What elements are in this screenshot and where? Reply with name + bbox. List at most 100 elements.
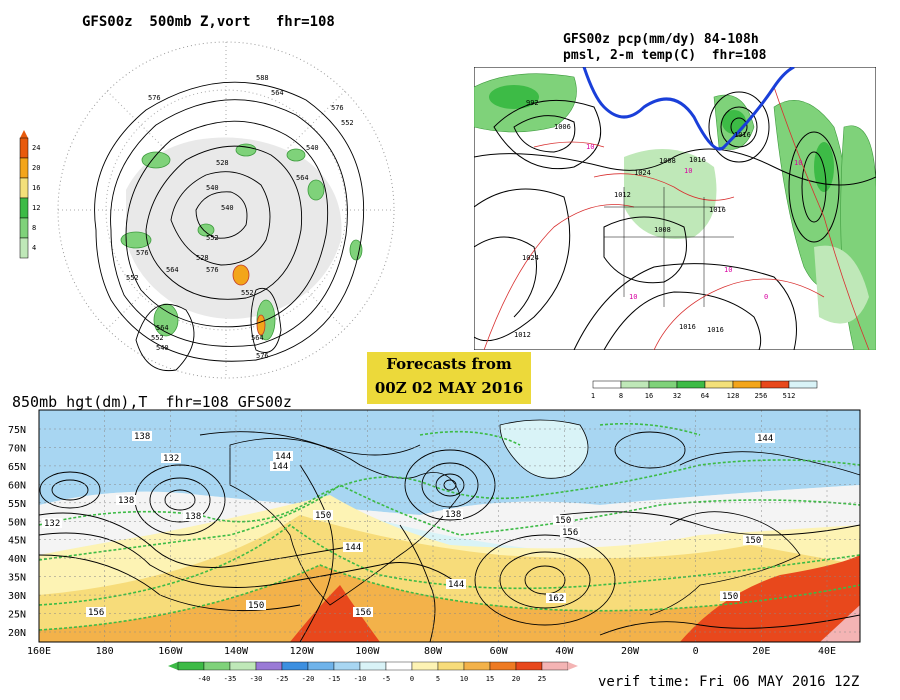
main-height-label: 132 [163, 454, 179, 464]
main-lon-label: 20W [621, 646, 640, 657]
precip-isobar-label: 1016 [689, 156, 706, 164]
main-lon-label: 60W [490, 646, 509, 657]
main-height-label: 156 [562, 528, 578, 538]
precip-temp-label: 0 [764, 293, 768, 301]
polar-cbar-cell [19, 217, 29, 239]
polar-contour-label: 576 [256, 352, 269, 360]
precip-isobar-label: 1024 [634, 169, 651, 177]
main-height-label: 150 [745, 536, 761, 546]
verif-time: verif time: Fri 06 MAY 2016 12Z [598, 674, 860, 690]
main-cbar-cell [229, 661, 257, 671]
precip-cbar-tick: 256 [755, 392, 768, 400]
polar-contour-label: 576 [136, 249, 149, 257]
main-lat-label: 65N [8, 462, 26, 473]
main-cbar-cell [177, 661, 205, 671]
precip-isobar-label: 1016 [679, 323, 696, 331]
polar-cbar-tick: 12 [32, 204, 40, 212]
main-lat-label: 30N [8, 591, 26, 602]
polar-contour-label: 576 [148, 94, 161, 102]
precip-isobar-label: 1006 [554, 123, 571, 131]
polar-cbar-tick: 16 [32, 184, 40, 192]
main-height-label: 150 [248, 601, 264, 611]
polar-panel-title: GFS00z 500mb Z,vort fhr=108 [82, 14, 335, 30]
main-cbar-tick: -30 [250, 675, 263, 683]
height-label-bg [246, 600, 266, 610]
polar-cbar-cell [19, 237, 29, 259]
main-lon-label: 120W [290, 646, 315, 657]
main-cbar-tick: -10 [354, 675, 367, 683]
precip-cbar-cell [620, 380, 650, 389]
height-label-bg [183, 511, 203, 521]
precip-cbar-tick: 64 [701, 392, 709, 400]
precip-cbar-tick: 512 [783, 392, 796, 400]
polar-cbar-cell [19, 137, 29, 159]
polar-contour-label: 540 [156, 344, 169, 352]
main-height-label: 162 [548, 594, 564, 604]
main-lat-label: 35N [8, 573, 26, 584]
main-cbar-arrow-right [568, 662, 578, 670]
height-label-bg [116, 495, 136, 505]
main-height-label: 138 [118, 496, 134, 506]
main-lon-label: 140W [224, 646, 249, 657]
main-lat-label: 60N [8, 480, 26, 491]
main-lon-label: 160W [158, 646, 183, 657]
height-label-bg [86, 607, 106, 617]
polar-contour-label: 576 [206, 266, 219, 274]
main-height-label: 144 [272, 462, 288, 472]
height-label-bg [443, 509, 463, 519]
main-lat-label: 70N [8, 443, 26, 454]
polar-contour-label: 528 [196, 254, 209, 262]
precip-isobar-label: 1012 [514, 331, 531, 339]
main-lon-label: 180 [96, 646, 114, 657]
height-label-bg [161, 453, 181, 463]
polar-contour-label: 564 [166, 266, 179, 274]
precip-cbar-cell [732, 380, 762, 389]
forecast-init-line2: 00Z 02 MAY 2016 [374, 379, 524, 397]
height-label-bg [343, 542, 363, 552]
main-height-label: 144 [757, 434, 773, 444]
main-lat-label: 50N [8, 517, 26, 528]
polar-contour-label: 552 [151, 334, 164, 342]
height-label-bg [560, 527, 580, 537]
height-label-bg [546, 593, 566, 603]
precip-cbar-cell [648, 380, 678, 389]
height-label-bg [720, 591, 740, 601]
main-cbar-cell [281, 661, 309, 671]
polar-contour-label: 540 [206, 184, 219, 192]
polar-contour-label: 576 [331, 104, 344, 112]
polar-contour-label: 564 [251, 334, 264, 342]
height-label-bg [132, 431, 152, 441]
polar-cbar-tick: 4 [32, 244, 36, 252]
precip-temp-label: 10 [629, 293, 637, 301]
polar-contour-label: 552 [341, 119, 354, 127]
precip-isobar-label: 1008 [654, 226, 671, 234]
polar-map: 576 564 552 540 528 540 564 576 552 564 576 552 540 5… [57, 41, 395, 379]
precip-isobar-label: 1016 [734, 131, 751, 139]
precip-cbar-cell [704, 380, 734, 389]
precip-isobar-label: 992 [526, 99, 539, 107]
polar-contour-label: 528 [216, 159, 229, 167]
height-label-bg [273, 451, 293, 461]
precip-cbar-tick: 128 [727, 392, 740, 400]
main-height-label: 138 [445, 510, 461, 520]
forecast-init-line1: Forecasts from [386, 355, 512, 373]
polar-contour-label: 552 [126, 274, 139, 282]
main-cbar-cell [385, 661, 413, 671]
precip-cbar-cell [760, 380, 790, 389]
main-height-label: 144 [275, 452, 291, 462]
polar-contour-label: 552 [206, 234, 219, 242]
main-lon-label: 20E [752, 646, 770, 657]
main-height-label: 150 [555, 516, 571, 526]
precip-map: 992 1006 1024 1024 1012 1008 1016 1016 1008 1016 1… [474, 67, 876, 350]
main-height-label: 144 [448, 580, 464, 590]
main-cbar-cell [307, 661, 335, 671]
main-lat-label: 45N [8, 536, 26, 547]
main-cbar-cell [541, 661, 569, 671]
main-cbar-cell [255, 661, 283, 671]
precip-isobar-label: 1016 [707, 326, 724, 334]
main-cbar-tick: -15 [328, 675, 341, 683]
main-lat-label: 75N [8, 425, 26, 436]
precip-panel-title-line1: GFS00z pcp(mm/dy) 84-108h [563, 32, 759, 47]
main-cbar-tick: -35 [224, 675, 237, 683]
height-label-bg [446, 579, 466, 589]
